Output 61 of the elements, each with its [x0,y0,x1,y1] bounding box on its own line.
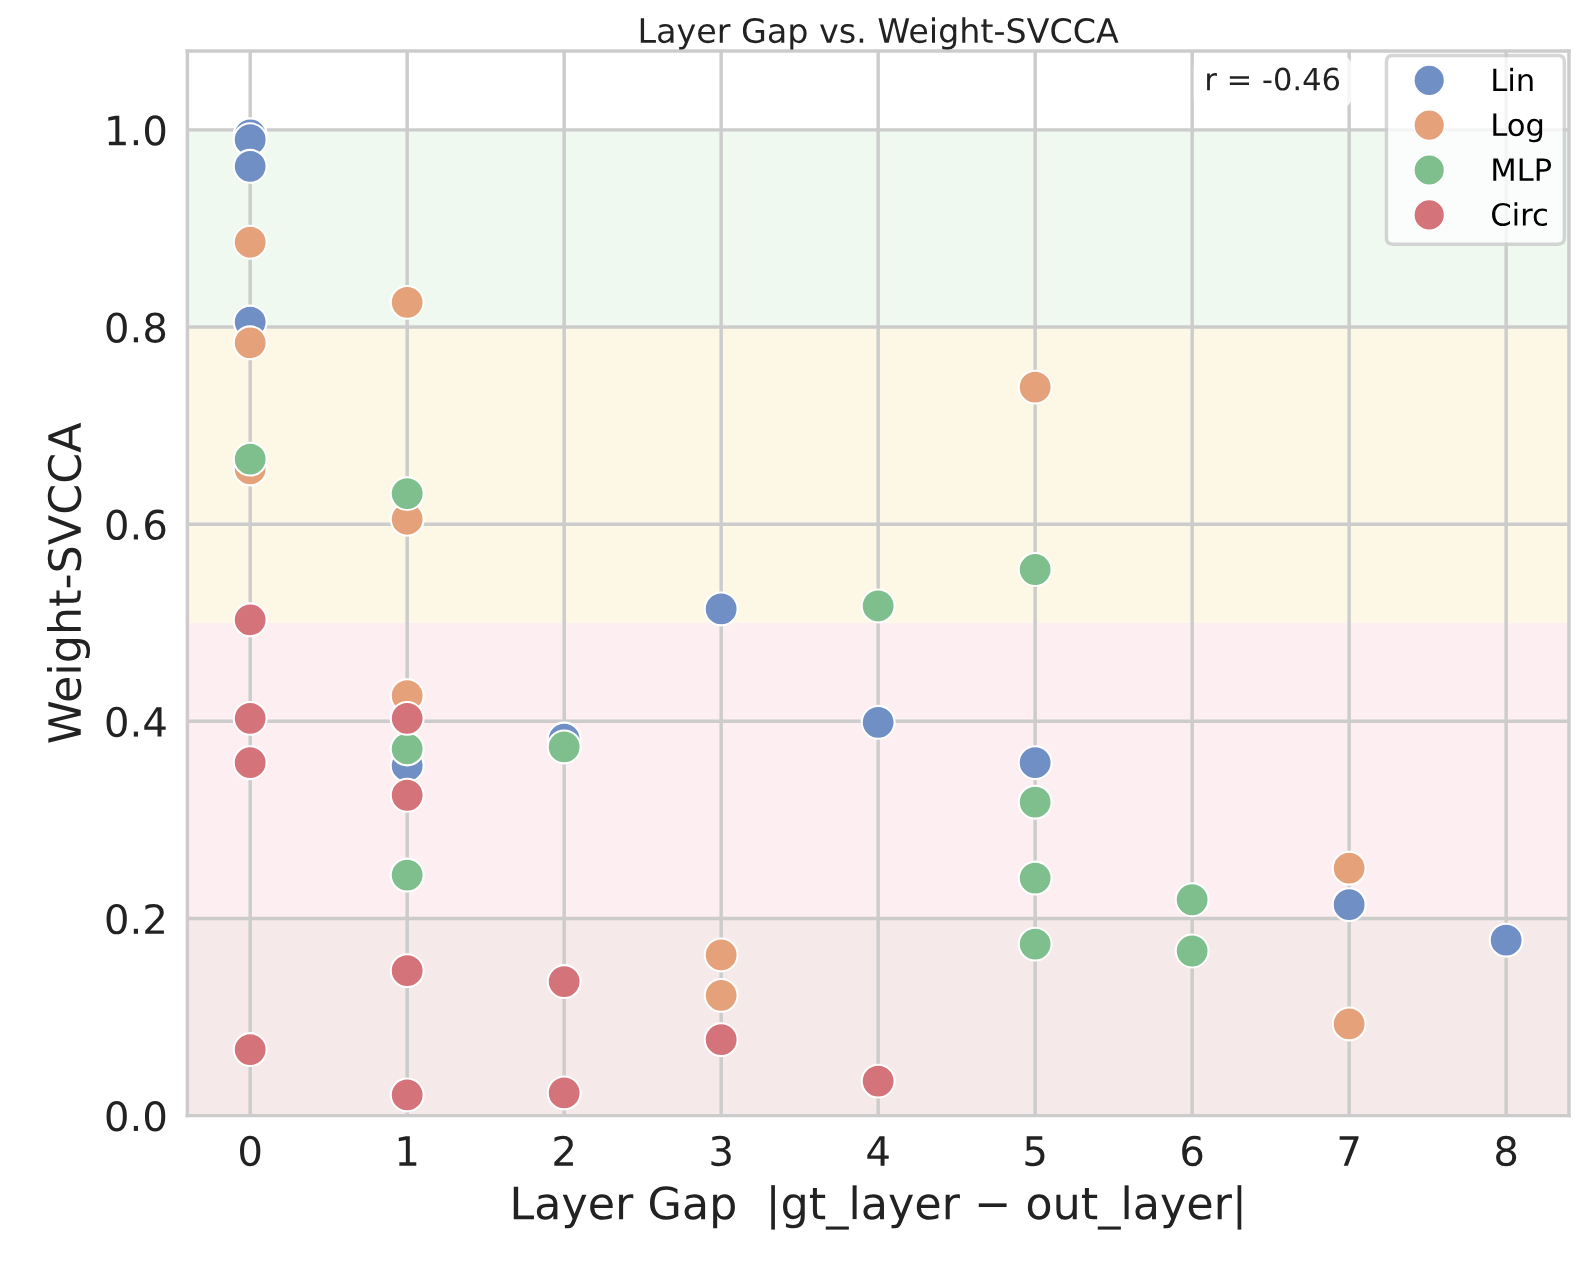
point [389,284,425,320]
point [389,476,425,512]
y-tick-label: 0.2 [106,903,164,935]
y-tick-label: 0.4 [106,706,166,738]
point [1488,922,1524,958]
x-tick-label: 5 [1025,1136,1045,1167]
point [1331,887,1367,923]
point [703,1022,739,1058]
point [1017,860,1053,896]
point [389,731,425,767]
point [1331,1006,1367,1042]
point [703,937,739,973]
x-tick-label: 8 [1496,1135,1517,1167]
y-tick-label: 0.6 [106,509,166,541]
point [546,729,582,765]
point [1017,369,1053,405]
point [703,591,739,627]
point [232,441,268,477]
point [546,964,582,1000]
point [389,953,425,989]
point [232,700,268,736]
legend-label: Log [1493,113,1543,143]
point [232,148,268,184]
point [1174,933,1210,969]
point [232,745,268,781]
point [389,777,425,813]
point [860,704,896,740]
point [232,325,268,361]
y-tick-label: 0.0 [106,1101,166,1132]
point [1017,745,1053,781]
point [389,857,425,893]
point [703,977,739,1013]
y-axis-title: Weight-SVCCA [46,422,90,743]
point [860,1063,896,1099]
point [860,588,896,624]
point [1017,926,1053,962]
x-tick-label: 4 [867,1136,889,1166]
point [546,1075,582,1111]
point [389,700,425,736]
x-tick-label: 2 [554,1135,573,1166]
x-tick-label: 0 [240,1135,261,1167]
point [1017,552,1053,587]
y-tick-label: 0.8 [106,312,166,343]
point [232,602,268,638]
x-tick-label: 3 [711,1135,731,1167]
y-tick-label: 1.0 [108,115,166,146]
legend-label: Circ [1492,202,1547,227]
point [1174,882,1210,918]
x-axis-title: Layer Gap |gt_layer − out_layer| [513,1185,1242,1230]
x-tick-label: 7 [1339,1136,1359,1166]
legend-label: Lin [1493,67,1533,92]
point [232,1032,268,1068]
point [232,224,268,260]
annotation: r = -0.46 [1207,67,1340,91]
point [1017,784,1053,820]
x-tick-label: 6 [1182,1135,1203,1167]
x-tick-label: 1 [398,1136,417,1166]
chart-title: Layer Gap vs. Weight-SVCCA [640,17,1119,50]
point [389,1077,425,1113]
legend-label: MLP [1493,158,1552,181]
point [1331,850,1367,886]
